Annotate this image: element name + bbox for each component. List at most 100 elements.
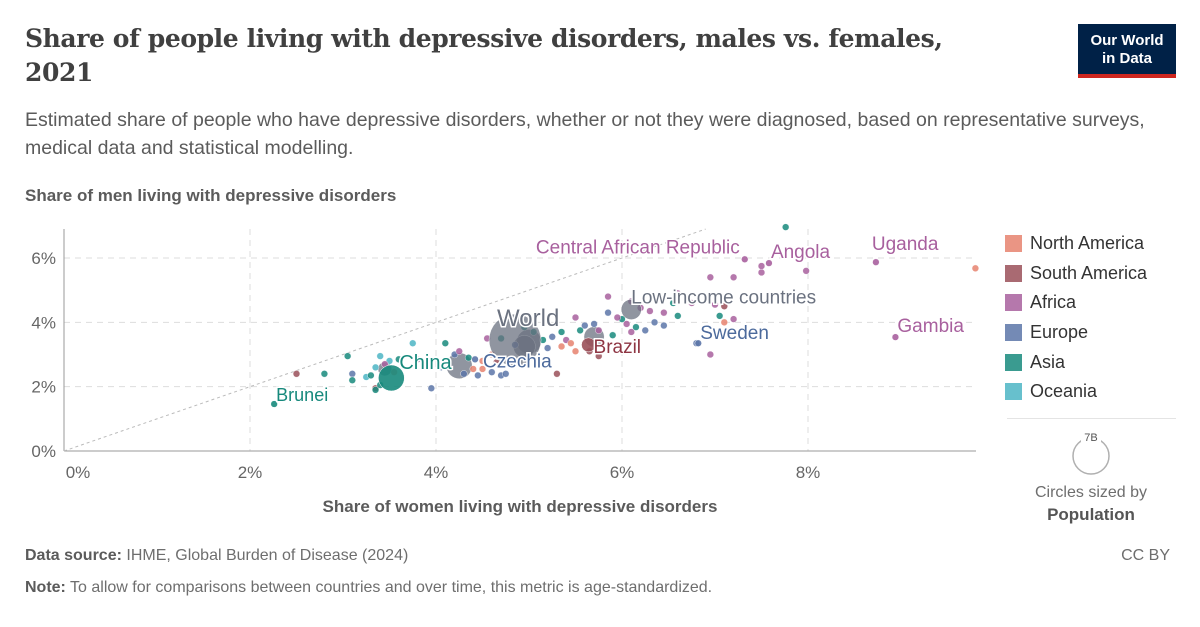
point-label-sweden[interactable]: Sweden: [699, 322, 771, 346]
data-point-asia[interactable]: [441, 339, 449, 347]
data-point-asia[interactable]: [348, 376, 356, 384]
labeled-point-angola[interactable]: [765, 259, 773, 267]
labeled-point-brazil[interactable]: [581, 337, 596, 353]
point-label-brunei[interactable]: Brunei: [275, 384, 330, 407]
data-point-asia[interactable]: [632, 323, 640, 331]
data-point-africa[interactable]: [571, 313, 580, 322]
data-point-europe[interactable]: [660, 321, 668, 330]
data-point-africa[interactable]: [646, 307, 654, 315]
data-point-europe[interactable]: [581, 321, 589, 330]
data-point-europe[interactable]: [474, 371, 482, 380]
data-point-africa[interactable]: [623, 320, 631, 328]
labeled-point-low-income-countries[interactable]: [620, 299, 642, 320]
owid-logo[interactable]: Our World in Data: [1078, 24, 1176, 78]
data-point-europe[interactable]: [427, 384, 435, 392]
legend-item-asia[interactable]: Asia: [1005, 347, 1147, 377]
data-point-europe[interactable]: [543, 344, 552, 352]
data-point-asia[interactable]: [716, 312, 724, 320]
data-point-africa[interactable]: [706, 350, 714, 359]
data-point-europe[interactable]: [590, 320, 598, 328]
data-point-asia[interactable]: [782, 223, 790, 231]
labeled-point-world[interactable]: [488, 313, 542, 367]
data-point-north-america[interactable]: [478, 365, 487, 373]
point-label-world[interactable]: World: [496, 304, 561, 334]
data-point-oceania[interactable]: [409, 339, 417, 347]
data-point-africa[interactable]: [688, 299, 696, 307]
data-point-asia[interactable]: [557, 328, 566, 336]
legend-label: North America: [1030, 233, 1145, 254]
data-point-africa[interactable]: [660, 309, 668, 317]
data-point-south-america[interactable]: [492, 358, 501, 367]
point-label-brazil[interactable]: Brazil: [592, 335, 643, 359]
labeled-point-gambia[interactable]: [891, 333, 900, 341]
data-point-africa[interactable]: [413, 355, 422, 363]
point-label-uganda[interactable]: Uganda: [870, 233, 940, 257]
labeled-point-sweden[interactable]: [694, 339, 702, 347]
legend-item-africa[interactable]: Africa: [1005, 288, 1147, 318]
legend-item-north-america[interactable]: North America: [1005, 229, 1147, 259]
legend-item-south-america[interactable]: South America: [1005, 259, 1147, 289]
data-point-asia[interactable]: [669, 299, 677, 307]
data-point-europe[interactable]: [348, 370, 356, 378]
data-point-africa[interactable]: [757, 262, 766, 270]
labeled-point-brunei[interactable]: [270, 400, 278, 408]
data-point-africa[interactable]: [595, 326, 603, 334]
point-label-gambia[interactable]: Gambia: [896, 315, 966, 339]
data-point-europe[interactable]: [502, 370, 510, 378]
data-point-africa[interactable]: [729, 273, 738, 281]
data-point-oceania[interactable]: [371, 363, 380, 371]
data-point-africa[interactable]: [613, 313, 621, 322]
point-label-angola[interactable]: Angola: [769, 241, 832, 265]
data-point-asia[interactable]: [609, 331, 617, 339]
data-point-europe[interactable]: [641, 326, 649, 334]
data-point-africa[interactable]: [729, 315, 738, 323]
data-point-africa[interactable]: [627, 328, 635, 336]
data-point-north-america[interactable]: [571, 347, 580, 355]
data-point-asia[interactable]: [320, 370, 329, 378]
labeled-point-china[interactable]: [378, 364, 405, 392]
labeled-point-uganda[interactable]: [872, 258, 880, 266]
data-point-europe[interactable]: [548, 333, 556, 341]
data-point-asia[interactable]: [344, 352, 352, 360]
data-point-europe[interactable]: [604, 309, 612, 317]
legend-item-europe[interactable]: Europe: [1005, 318, 1147, 348]
data-point-africa[interactable]: [674, 289, 682, 297]
data-point-europe[interactable]: [460, 370, 468, 378]
data-point-asia[interactable]: [576, 326, 584, 334]
data-point-south-america[interactable]: [595, 352, 603, 360]
labeled-point-central-african-republic[interactable]: [741, 255, 749, 263]
data-point-africa[interactable]: [757, 268, 766, 277]
data-point-north-america[interactable]: [720, 318, 728, 326]
point-label-china[interactable]: China: [398, 350, 454, 375]
point-label-czechia[interactable]: Czechia: [482, 350, 554, 374]
license[interactable]: CC BY: [1121, 547, 1170, 564]
legend-item-oceania[interactable]: Oceania: [1005, 377, 1147, 407]
data-point-oceania[interactable]: [376, 352, 384, 360]
data-point-africa[interactable]: [802, 267, 810, 275]
data-point-europe[interactable]: [488, 368, 496, 376]
data-point-south-america[interactable]: [553, 370, 561, 378]
data-point-africa[interactable]: [711, 301, 719, 309]
data-point-north-america[interactable]: [971, 264, 980, 272]
data-point-africa[interactable]: [706, 273, 714, 281]
point-label-central-african-republic[interactable]: Central African Republic: [534, 236, 741, 260]
data-point-asia[interactable]: [464, 354, 473, 362]
data-point-asia[interactable]: [367, 371, 375, 380]
point-label-low-income-countries[interactable]: Low-income countries: [630, 286, 818, 310]
data-point-north-america[interactable]: [478, 357, 487, 365]
data-point-north-america[interactable]: [557, 342, 566, 351]
data-point-asia[interactable]: [395, 355, 403, 363]
data-point-south-america[interactable]: [720, 302, 728, 310]
labeled-point-czechia[interactable]: [471, 355, 479, 363]
data-point-north-america[interactable]: [469, 365, 477, 373]
data-source-text[interactable]: IHME, Global Burden of Disease (2024): [126, 547, 409, 564]
data-point-north-america[interactable]: [567, 339, 575, 347]
data-point-europe[interactable]: [437, 363, 445, 371]
data-point-africa[interactable]: [604, 293, 612, 301]
data-point-asia[interactable]: [371, 386, 380, 394]
data-point-europe[interactable]: [650, 318, 659, 326]
data-point-africa[interactable]: [455, 347, 463, 355]
data-point-asia[interactable]: [674, 312, 682, 320]
size-legend-caption: Circles sized by: [1034, 484, 1148, 501]
data-point-south-america[interactable]: [292, 370, 301, 378]
